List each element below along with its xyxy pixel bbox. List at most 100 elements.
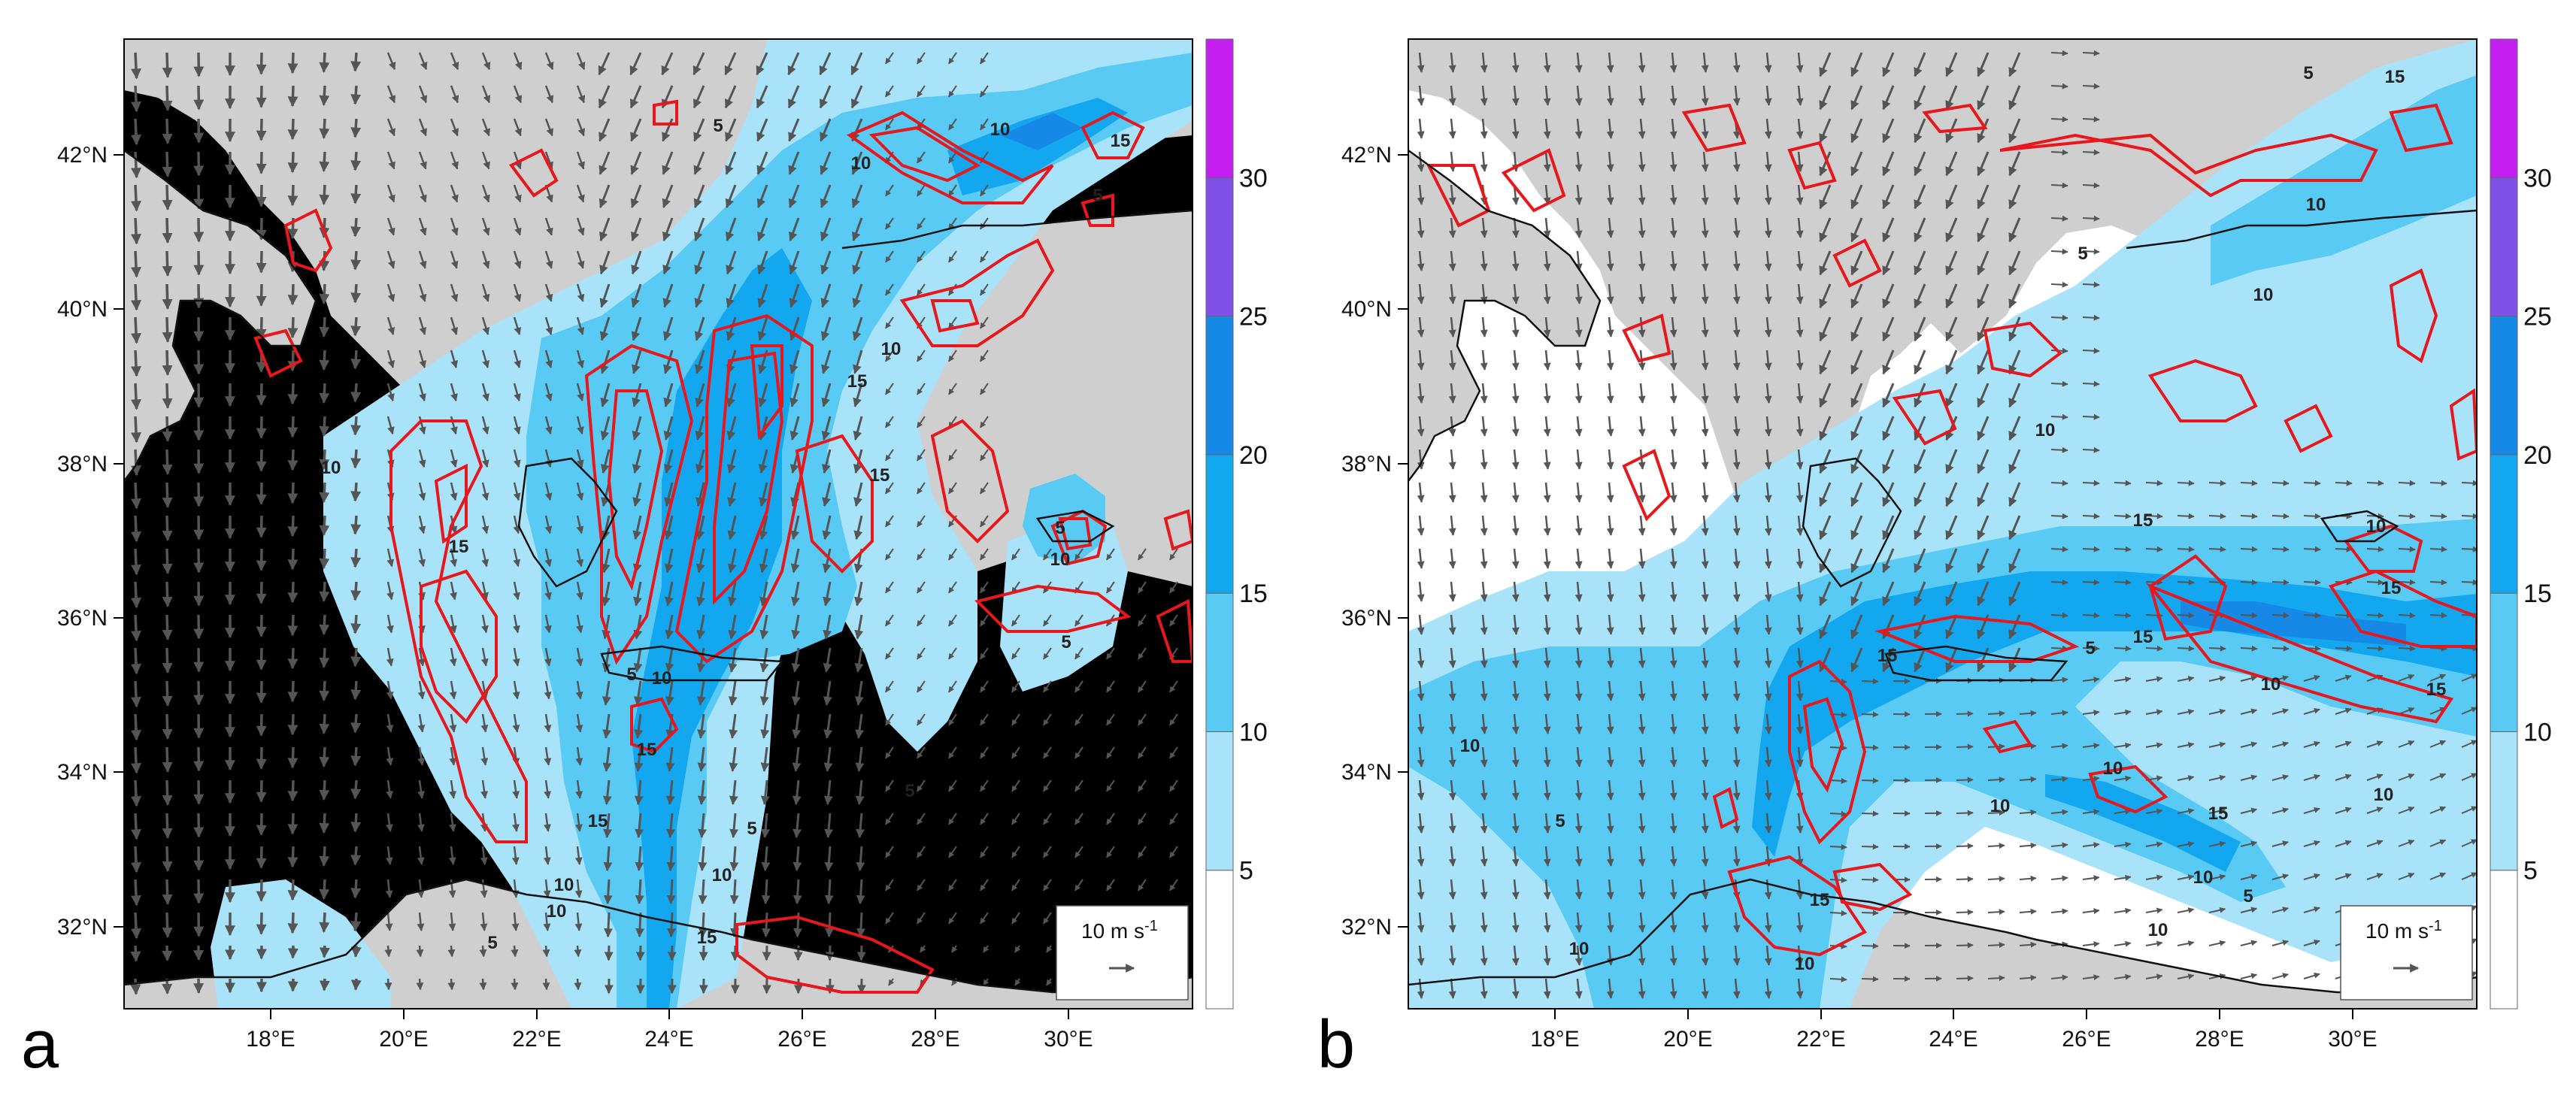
- wind-arrow: [598, 52, 611, 76]
- wind-arrow: [665, 614, 674, 640]
- wind-arrow: [791, 680, 801, 706]
- wind-arrow: [729, 746, 738, 772]
- wind-arrow: [760, 713, 770, 739]
- wind-arrow: [1606, 151, 1614, 172]
- wind-arrow: [1417, 217, 1425, 238]
- wind-arrow: [1977, 52, 1990, 77]
- wind-arrow: [948, 680, 957, 693]
- wind-arrow: [131, 217, 142, 245]
- wind-arrow: [1882, 184, 1895, 210]
- wind-arrow: [853, 350, 863, 374]
- wind-arrow: [576, 118, 585, 137]
- wind-arrow: [948, 846, 957, 858]
- wind-arrow: [885, 713, 894, 726]
- wind-arrow: [792, 846, 802, 872]
- wind-arrow: [1701, 52, 1709, 73]
- wind-arrow: [917, 250, 926, 263]
- wind-arrow: [2050, 314, 2068, 321]
- wind-arrow: [131, 846, 142, 873]
- wind-arrow: [1074, 846, 1083, 858]
- wind-arrow: [599, 283, 611, 308]
- wind-arrow: [256, 515, 267, 538]
- lat-label: 32°N: [1341, 915, 1392, 940]
- wind-arrow: [1448, 118, 1456, 139]
- wind-arrow: [513, 581, 520, 601]
- wind-arrow: [2008, 151, 2021, 177]
- wind-arrow: [544, 548, 553, 568]
- wind-arrow: [513, 85, 523, 104]
- wind-arrow: [1701, 184, 1709, 205]
- wind-arrow: [1882, 118, 1895, 144]
- wind-arrow: [287, 85, 299, 107]
- wind-arrow: [980, 912, 989, 925]
- wind-arrow: [1480, 217, 1488, 238]
- wind-arrow: [1669, 151, 1677, 172]
- wind-arrow: [386, 118, 395, 137]
- wind-arrow: [662, 184, 674, 208]
- wind-arrow: [725, 118, 737, 142]
- wind-arrow: [1956, 975, 1974, 982]
- wind-arrow: [756, 118, 768, 142]
- wind-arrow: [661, 52, 674, 76]
- wind-arrow: [692, 52, 705, 76]
- wind-arrow: [450, 581, 457, 601]
- wind-arrow: [287, 779, 299, 802]
- wind-arrow: [544, 581, 552, 601]
- wind-arrow: [980, 680, 989, 693]
- wind-arrow: [386, 614, 394, 634]
- contour-value-label: 15: [847, 371, 868, 392]
- wind-arrow: [2114, 645, 2132, 652]
- wind-arrow: [980, 581, 989, 594]
- wind-arrow: [854, 647, 864, 673]
- wind-arrow: [1106, 846, 1115, 858]
- wind-arrow: [885, 912, 894, 925]
- wind-arrow: [480, 879, 488, 898]
- contour-value-label: 5: [2077, 244, 2087, 264]
- wind-arrow: [1138, 879, 1147, 891]
- wind-arrow: [450, 548, 458, 568]
- wind-arrow: [789, 283, 800, 308]
- contour-value-label: 15: [637, 740, 657, 760]
- wind-arrow: [762, 945, 771, 961]
- wind-arrow: [543, 912, 551, 931]
- wind-arrow: [544, 713, 552, 733]
- wind-arrow: [2366, 645, 2384, 652]
- wind-arrow: [2082, 612, 2100, 619]
- wind-arrow: [1796, 250, 1804, 271]
- wind-arrow: [760, 746, 770, 772]
- wind-arrow: [600, 449, 611, 474]
- wind-arrow: [450, 250, 459, 269]
- wind-arrow: [447, 945, 456, 958]
- wind-arrow: [855, 713, 865, 739]
- colorbar-label: 30: [1239, 164, 1268, 192]
- wind-arrow: [350, 746, 362, 767]
- contour-value-label: 10: [2366, 516, 2387, 537]
- wind-arrow: [850, 52, 863, 76]
- wind-arrow: [634, 746, 644, 772]
- wind-arrow: [480, 713, 489, 733]
- wind-arrow: [948, 184, 957, 197]
- wind-arrow: [1417, 250, 1425, 271]
- vector-legend: 10 m s-1: [1056, 905, 1189, 1000]
- wind-arrow: [635, 945, 645, 961]
- wind-arrow: [980, 250, 989, 263]
- wind-arrow: [1417, 118, 1425, 139]
- wind-arrow: [544, 515, 553, 534]
- contour-value-label: 15: [2385, 67, 2405, 87]
- wind-arrow: [1669, 118, 1677, 139]
- wind-arrow: [727, 515, 737, 540]
- wind-arrow: [287, 548, 299, 571]
- wind-arrow: [417, 746, 426, 766]
- wind-arrow: [417, 912, 425, 931]
- wind-arrow: [1882, 52, 1895, 77]
- wind-arrow: [512, 779, 520, 799]
- wind-vectors: [1417, 50, 2477, 999]
- wind-arrow: [694, 217, 705, 242]
- wind-arrow: [853, 416, 863, 441]
- wind-arrow: [983, 978, 989, 986]
- wind-arrow: [1480, 52, 1488, 73]
- wind-arrow: [885, 879, 894, 891]
- wind-arrow: [603, 879, 613, 905]
- wind-arrow: [287, 581, 299, 604]
- wind-arrow: [856, 879, 865, 905]
